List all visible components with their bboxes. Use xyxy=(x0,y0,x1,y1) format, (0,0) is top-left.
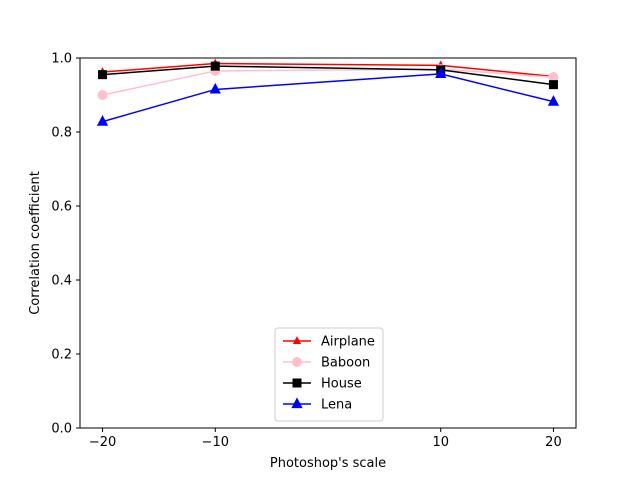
x-tick-label: −20 xyxy=(89,435,116,450)
x-tick-label: 10 xyxy=(432,435,449,450)
legend-label-baboon: Baboon xyxy=(321,356,370,371)
legend-item-house: House xyxy=(283,377,362,392)
data-point-lena xyxy=(209,82,221,94)
legend-marker-airplane xyxy=(292,336,302,344)
y-tick-label: 0.0 xyxy=(51,422,72,437)
y-tick-label: 0.4 xyxy=(51,274,72,289)
data-point-house xyxy=(98,70,108,80)
plot-area-frame xyxy=(79,57,577,429)
x-axis-label: Photoshop's scale xyxy=(270,456,386,471)
series-line-house xyxy=(102,65,554,86)
data-point-house xyxy=(548,80,558,90)
data-point-lena xyxy=(547,95,560,106)
series-line-baboon xyxy=(102,68,554,96)
y-tick-label: 0.6 xyxy=(51,200,72,215)
x-tick-label: 20 xyxy=(545,435,562,450)
legend-label-house: House xyxy=(321,377,362,392)
data-point-baboon xyxy=(97,90,108,100)
legend-item-baboon: Baboon xyxy=(283,356,370,371)
data-point-lena xyxy=(96,115,109,126)
data-point-lena xyxy=(435,67,447,79)
legend: Airplane Baboon House Lena xyxy=(274,327,384,422)
legend-marker-house xyxy=(292,378,302,388)
legend-frame xyxy=(274,327,384,422)
legend-label-airplane: Airplane xyxy=(321,335,375,350)
y-axis-label: Correlation coefficient xyxy=(28,171,43,315)
y-axis: 0.0 0.2 0.4 0.6 0.8 1.0 xyxy=(51,52,80,437)
y-tick-label: 0.8 xyxy=(51,126,72,141)
legend-item-lena: Lena xyxy=(283,397,352,413)
data-point-house xyxy=(210,61,220,71)
series-line-lena xyxy=(102,73,554,123)
x-axis: −20 −10 10 20 xyxy=(89,428,562,450)
series-line-airplane xyxy=(102,62,554,78)
series-layer xyxy=(96,58,560,126)
legend-marker-baboon xyxy=(292,357,302,367)
legend-label-lena: Lena xyxy=(321,398,352,413)
series-lena xyxy=(96,67,560,126)
x-tick-label: −10 xyxy=(202,435,229,450)
legend-item-airplane: Airplane xyxy=(283,335,375,350)
y-tick-label: 0.2 xyxy=(51,348,72,363)
y-tick-label: 1.0 xyxy=(51,52,72,67)
legend-marker-lena xyxy=(291,397,303,409)
